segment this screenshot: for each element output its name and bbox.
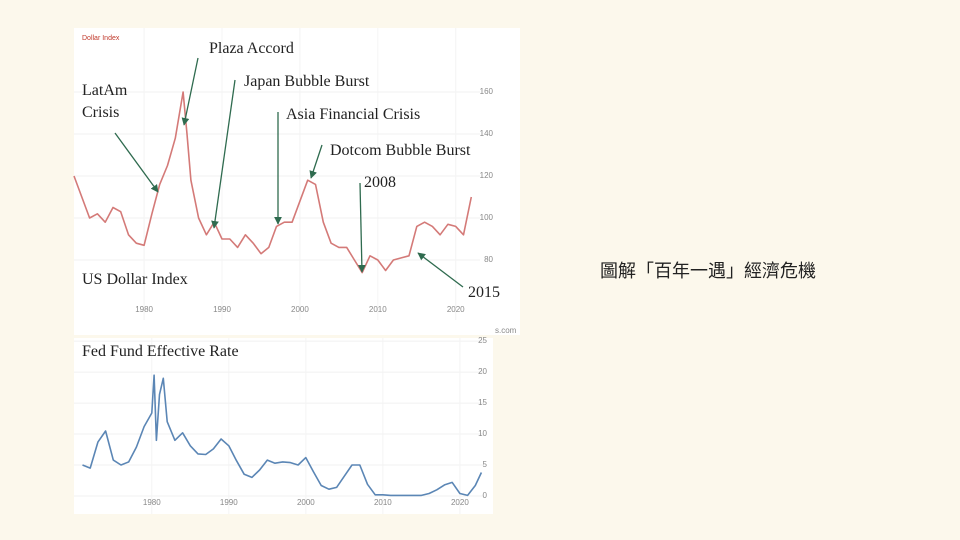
x-tick-label: 2000 — [297, 498, 315, 507]
x-tick-label: 2020 — [447, 305, 465, 314]
y-tick-label: 15 — [478, 398, 487, 407]
arrow — [357, 182, 366, 273]
arrow — [309, 144, 323, 179]
x-tick-label: 2010 — [374, 498, 392, 507]
slide-title: 圖解「百年一遇」經濟危機 — [600, 261, 816, 282]
arrow — [211, 79, 236, 229]
annotation: Crisis — [82, 104, 119, 121]
x-tick-label: 2010 — [369, 305, 387, 314]
x-tick-label: 1990 — [213, 305, 231, 314]
y-tick-label: 5 — [483, 460, 488, 469]
x-tick-label: 1980 — [143, 498, 161, 507]
arrow — [417, 252, 464, 288]
y-tick-label: 160 — [480, 87, 494, 96]
chart-label: US Dollar Index — [82, 271, 188, 288]
x-tick-label: 1990 — [220, 498, 238, 507]
annotation: LatAm — [82, 82, 128, 99]
arrow — [114, 132, 159, 193]
y-tick-label: 100 — [480, 213, 494, 222]
x-tick-label: 2000 — [291, 305, 309, 314]
x-tick-label: 1980 — [135, 305, 153, 314]
y-tick-label: 0 — [483, 491, 488, 500]
arrow — [181, 57, 199, 126]
y-tick-label: 20 — [478, 367, 487, 376]
annotation: Dotcom Bubble Burst — [330, 142, 471, 159]
y-tick-label: 120 — [480, 171, 494, 180]
annotation: Asia Financial Crisis — [286, 106, 420, 123]
x-tick-label: 2020 — [451, 498, 469, 507]
annotation: 2008 — [364, 174, 396, 191]
y-tick-label: 80 — [484, 255, 493, 264]
watermark: s.com — [495, 326, 517, 335]
chart-title: Dollar Index — [82, 35, 120, 42]
chart-title: Fed Fund Effective Rate — [82, 343, 239, 360]
annotation: Japan Bubble Burst — [244, 73, 370, 90]
y-tick-label: 10 — [478, 429, 487, 438]
chart-bg — [74, 28, 520, 335]
annotation: 2015 — [468, 284, 500, 301]
y-tick-label: 25 — [478, 336, 487, 345]
annotation: Plaza Accord — [209, 40, 294, 57]
y-tick-label: 140 — [480, 129, 494, 138]
data-line — [73, 91, 473, 274]
chart-bg — [74, 338, 493, 514]
data-line — [82, 374, 483, 497]
